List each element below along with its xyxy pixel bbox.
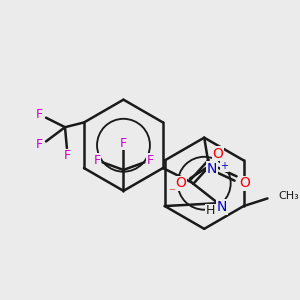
Text: N: N — [207, 162, 217, 176]
Text: F: F — [36, 108, 43, 122]
Text: O: O — [175, 176, 186, 190]
Text: +: + — [220, 161, 228, 171]
Text: O: O — [240, 176, 250, 190]
Text: H: H — [206, 204, 215, 217]
Text: F: F — [36, 138, 43, 151]
Text: O: O — [213, 147, 224, 161]
Text: F: F — [146, 154, 154, 167]
Text: F: F — [120, 137, 127, 150]
Text: CH₃: CH₃ — [279, 190, 300, 201]
Text: N: N — [217, 200, 227, 214]
Text: ⁻: ⁻ — [169, 186, 175, 199]
Text: F: F — [93, 154, 100, 167]
Text: F: F — [63, 149, 70, 162]
